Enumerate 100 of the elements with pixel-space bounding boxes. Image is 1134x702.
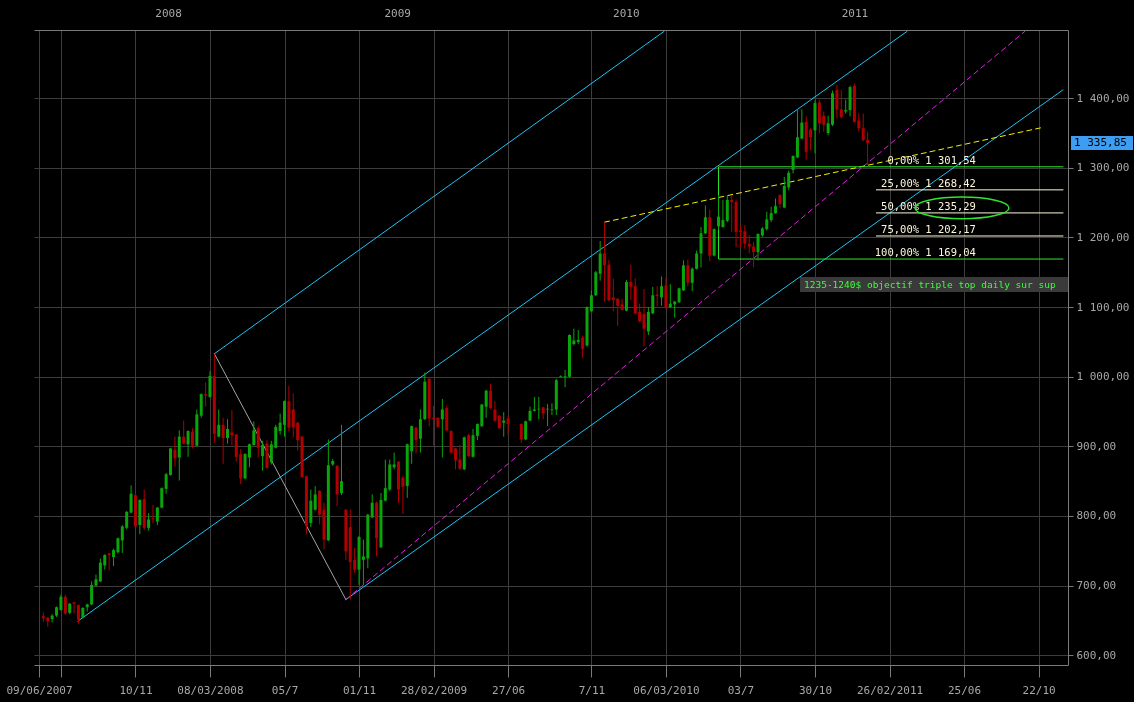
candlestick (686, 259, 690, 287)
candlestick (616, 297, 620, 327)
candlestick (730, 194, 734, 233)
candlestick (835, 84, 839, 119)
candlestick (98, 557, 102, 583)
candlestick (445, 405, 449, 432)
candlestick (717, 194, 721, 231)
candlestick (208, 370, 212, 399)
x2-tick-label: 2009 (384, 6, 411, 20)
x-tick-label: 01/11 (342, 683, 377, 697)
candlestick (471, 428, 475, 459)
x-tick-label: 28/02/2009 (400, 683, 468, 697)
candlestick (747, 234, 751, 254)
candlestick (861, 113, 865, 142)
x-tick-label: 10/11 (119, 683, 153, 697)
candlestick (63, 594, 67, 616)
candlestick (313, 485, 317, 511)
candlestick (129, 484, 133, 514)
y-tick-label: 1 000,00 (1076, 370, 1130, 384)
candlestick (283, 399, 287, 438)
candlestick (90, 580, 94, 606)
y-tick-label: 800,00 (1076, 509, 1117, 523)
y-tick-label: 900,00 (1076, 439, 1117, 453)
candlestick (782, 176, 786, 209)
candlestick (866, 131, 870, 166)
candlestick (721, 199, 725, 229)
x-tick-label: 7/11 (578, 683, 606, 697)
y-tick-label: 1 200,00 (1076, 230, 1130, 244)
candlestick (370, 493, 374, 519)
candlestick (690, 266, 694, 292)
candlestick (440, 398, 444, 459)
candlestick (151, 504, 155, 524)
candlestick (629, 264, 633, 301)
candlestick (72, 601, 76, 614)
x-tick-label: 06/03/2010 (633, 683, 700, 697)
candlestick (695, 250, 699, 271)
x2-tick-label: 2010 (613, 6, 640, 20)
candlestick (458, 444, 462, 471)
candlestick (467, 433, 471, 458)
x-tick-label: 30/10 (798, 683, 833, 697)
candlestick (817, 99, 821, 134)
candlestick (76, 603, 80, 625)
candlestick (743, 224, 747, 250)
candlestick (769, 206, 773, 223)
y-tick-label: 1 300,00 (1076, 161, 1130, 175)
candlestick (848, 85, 852, 117)
text: 1 335,85 (1074, 135, 1127, 149)
y-tick-label: 1 400,00 (1076, 91, 1130, 105)
candlestick (204, 381, 208, 408)
candlestick (418, 408, 422, 454)
candlestick (414, 426, 418, 454)
x-tick-label: 05/7 (271, 683, 299, 697)
candlestick (756, 232, 760, 261)
candlestick (598, 240, 602, 282)
candlestick (173, 436, 177, 468)
y-tick-label: 700,00 (1076, 579, 1117, 593)
candlestick (699, 226, 703, 268)
candlestick (489, 383, 493, 410)
candlestick (519, 422, 523, 444)
x2-tick-label: 2011 (841, 6, 869, 20)
annotation: 25,00% 1 268,42 (881, 176, 976, 189)
candlestick (611, 278, 615, 312)
x2-tick-label: 2008 (155, 6, 182, 20)
candlestick (668, 283, 672, 309)
candlestick (190, 427, 194, 449)
candlestick (221, 417, 225, 465)
candlestick (660, 275, 664, 307)
candlestick (594, 270, 598, 297)
candlestick (502, 411, 506, 438)
x-tick-label: 25/06 (947, 683, 982, 697)
candlestick (186, 429, 190, 458)
candlestick (839, 89, 843, 119)
candlestick (725, 194, 729, 223)
annotation: 1235-1240$ objectif triple top daily sur sup (804, 278, 1056, 290)
candlestick (177, 429, 181, 481)
x-tick-label: 09/06/2007 (6, 683, 73, 697)
y-tick-label: 600,00 (1076, 648, 1117, 662)
candlestick (620, 298, 624, 312)
x-tick-label: 27/06 (492, 683, 526, 697)
candlestick (340, 424, 343, 496)
x-tick-label: 03/7 (727, 683, 755, 697)
candlestick (230, 409, 234, 446)
candlestick (765, 211, 769, 232)
candlestick (256, 425, 260, 459)
candlestick (261, 440, 265, 472)
candlestick (291, 392, 295, 438)
candlestick (383, 459, 387, 502)
x-tick-label: 08/03/2008 (177, 683, 244, 697)
x-tick-label: 26/02/2011 (856, 683, 924, 697)
annotation: 75,00% 1 202,17 (881, 222, 976, 235)
candlestick (217, 408, 221, 438)
candlestick (642, 288, 646, 347)
candlestick (581, 335, 585, 359)
candlestick (493, 400, 497, 423)
candlestick (664, 277, 668, 310)
annotation: 100,00% 1 169,04 (874, 246, 976, 259)
candlestick (603, 221, 607, 303)
candlestick (550, 402, 554, 416)
candlestick (309, 489, 313, 528)
candlestick (703, 204, 707, 235)
